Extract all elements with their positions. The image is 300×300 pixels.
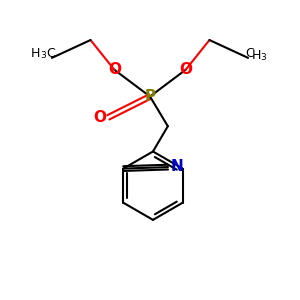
Text: H: H — [31, 47, 40, 60]
Text: C: C — [46, 47, 55, 60]
Text: N: N — [171, 159, 184, 174]
Text: O: O — [93, 110, 106, 125]
Text: O: O — [179, 62, 192, 77]
Text: P: P — [144, 89, 156, 104]
Text: C: C — [245, 47, 254, 60]
Text: 3: 3 — [41, 51, 46, 60]
Text: O: O — [108, 62, 121, 77]
Text: 3: 3 — [261, 53, 266, 62]
Text: H: H — [252, 49, 261, 62]
